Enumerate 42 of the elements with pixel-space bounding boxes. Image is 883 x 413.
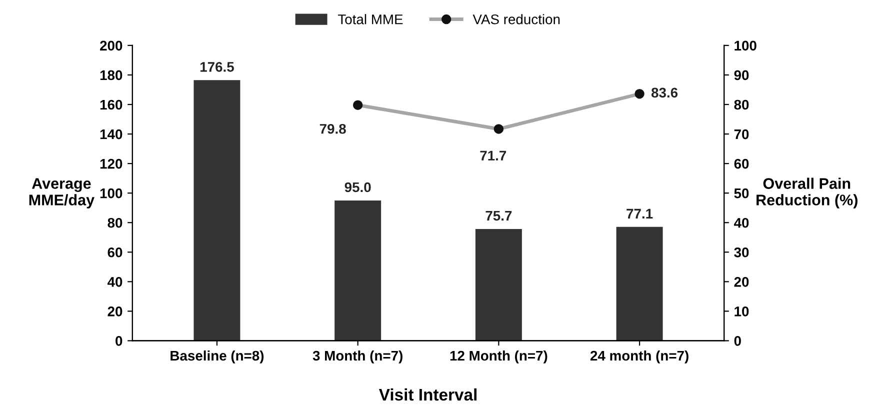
y-tick-label: 180 — [100, 70, 122, 80]
legend-label: Total MME — [338, 14, 403, 24]
x-tick-label: 3 Month (n=7) — [312, 350, 402, 364]
y-tick-label: 100 — [100, 188, 122, 198]
y-tick-label: 140 — [100, 129, 122, 140]
x-axis-title: Visit Interval — [378, 388, 476, 401]
y-tick-label: 40 — [107, 277, 122, 287]
y-tick-label: 20 — [108, 306, 122, 316]
bar — [616, 226, 663, 341]
y2-tick-label: 60 — [734, 158, 749, 169]
y-tick-label: 200 — [100, 40, 122, 51]
data-label: 83.6 — [651, 88, 678, 98]
bar — [334, 200, 382, 341]
bar — [475, 228, 522, 341]
y2-tick-label: 90 — [734, 70, 749, 80]
y2-tick-label: 0 — [734, 336, 741, 346]
y2-tick-label: 50 — [734, 188, 749, 198]
y2-tick-label: 20 — [734, 277, 749, 287]
y-axis-title: Average MME/day — [29, 178, 94, 208]
x-tick-label: 24 month (n=7) — [590, 350, 688, 364]
y-tick-label: 0 — [116, 336, 122, 346]
data-label: 176.5 — [200, 62, 234, 72]
y-tick-label: 120 — [100, 158, 122, 169]
y2-axis-title: Overall Pain Reduction (%) — [756, 178, 858, 208]
y2-tick-label: 100 — [734, 40, 756, 51]
y2-tick-label: 70 — [734, 129, 749, 140]
y2-tick-label: 10 — [734, 306, 749, 316]
y-tick-label: 60 — [108, 247, 122, 258]
y-tick-label: 80 — [108, 218, 122, 228]
bar — [194, 80, 240, 341]
y2-tick-label: 40 — [734, 218, 749, 228]
y-tick-label: 160 — [100, 100, 122, 110]
data-label: 75.7 — [486, 210, 512, 221]
y2-tick-label: 80 — [734, 100, 749, 110]
legend-label: VAS reduction — [472, 14, 560, 24]
x-tick-label: Baseline (n=8) — [170, 350, 264, 364]
x-tick-label: 12 Month (n=7) — [450, 350, 548, 364]
data-label: 95.0 — [344, 182, 371, 192]
data-label: 77.1 — [626, 208, 653, 218]
data-label: 79.8 — [320, 124, 346, 134]
data-label: 71.7 — [480, 150, 506, 160]
y2-tick-label: 30 — [734, 247, 749, 258]
